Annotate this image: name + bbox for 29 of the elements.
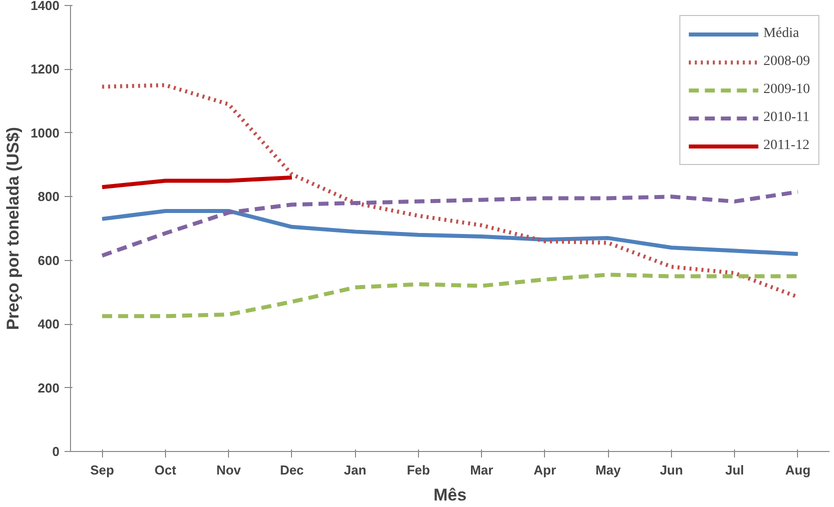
legend-label: 2009-10 [763,82,810,98]
x-tick-label: Jul [725,462,744,478]
x-tick-label: Oct [154,462,177,478]
x-tick-label: Feb [406,462,430,478]
legend-label: 2008-09 [763,54,810,70]
x-tick-label: Dec [280,462,304,478]
y-tick-label: 800 [38,189,60,204]
y-tick-label: 1200 [30,62,60,77]
y-tick-label: 400 [38,316,60,332]
x-tick-label: Apr [534,462,556,478]
y-tick-label: 1000 [30,125,60,140]
legend-label: 2011-12 [763,138,810,154]
x-tick-label: Jan [344,462,366,478]
line-series [100,208,800,256]
x-axis-title: Mês [433,486,467,504]
x-tick-label: Aug [785,462,811,478]
x-tick-label: Jun [660,462,683,478]
y-axis-title: Preço por tonelada (US$) [4,126,23,330]
y-tick-label: 0 [52,444,60,459]
y-tick-label: 1400 [30,0,60,13]
x-tick-label: Mar [470,462,494,478]
x-tick-label: Sep [90,462,114,478]
x-tick-label: Nov [216,462,242,478]
legend-label: 2010-11 [763,110,810,126]
y-tick-label: 600 [38,252,60,268]
legend-label: Média [763,26,800,42]
x-tick-label: May [595,462,622,478]
line-series [100,190,800,258]
y-tick-label: 200 [38,380,60,396]
